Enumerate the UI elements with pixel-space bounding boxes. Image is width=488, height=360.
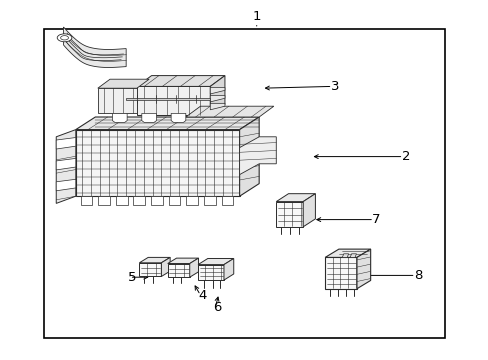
Polygon shape [98,196,110,205]
Polygon shape [167,264,189,277]
Bar [44,29,444,338]
Polygon shape [137,76,224,86]
Polygon shape [210,76,224,115]
Polygon shape [356,249,370,289]
Polygon shape [210,103,224,110]
Polygon shape [203,196,215,205]
Text: 8: 8 [413,269,422,282]
Polygon shape [139,263,161,276]
Text: 7: 7 [371,213,380,226]
Polygon shape [98,88,137,113]
Text: 3: 3 [330,80,339,93]
Polygon shape [325,257,356,289]
Polygon shape [349,254,356,257]
Text: 4: 4 [198,289,207,302]
Polygon shape [167,258,198,264]
Polygon shape [276,194,315,202]
Polygon shape [239,117,259,196]
Polygon shape [137,86,210,115]
Polygon shape [198,265,224,280]
Polygon shape [76,117,259,130]
Polygon shape [303,194,315,227]
Ellipse shape [57,34,72,42]
Polygon shape [342,254,348,257]
Polygon shape [224,258,233,280]
Text: 5: 5 [127,271,136,284]
Polygon shape [198,258,233,265]
Polygon shape [189,258,198,277]
Text: 6: 6 [213,301,222,314]
Polygon shape [221,196,233,205]
Polygon shape [239,137,276,175]
Polygon shape [81,196,92,205]
Polygon shape [56,179,76,191]
Polygon shape [151,196,163,205]
Polygon shape [126,98,210,100]
Polygon shape [56,158,76,170]
Polygon shape [185,106,273,117]
Polygon shape [325,249,370,257]
Polygon shape [112,113,127,122]
Polygon shape [76,130,239,196]
Polygon shape [276,202,303,227]
Polygon shape [186,196,198,205]
Text: 2: 2 [401,150,409,163]
Polygon shape [133,196,145,205]
Polygon shape [116,196,127,205]
Polygon shape [56,130,76,203]
Polygon shape [56,138,76,149]
Ellipse shape [61,36,68,40]
Polygon shape [161,257,170,276]
Polygon shape [63,27,126,67]
Polygon shape [210,95,224,102]
Polygon shape [171,113,185,122]
Polygon shape [168,196,180,205]
Text: 1: 1 [252,10,261,23]
Polygon shape [142,113,156,122]
Polygon shape [210,87,224,94]
Polygon shape [98,79,149,88]
Polygon shape [139,257,170,263]
